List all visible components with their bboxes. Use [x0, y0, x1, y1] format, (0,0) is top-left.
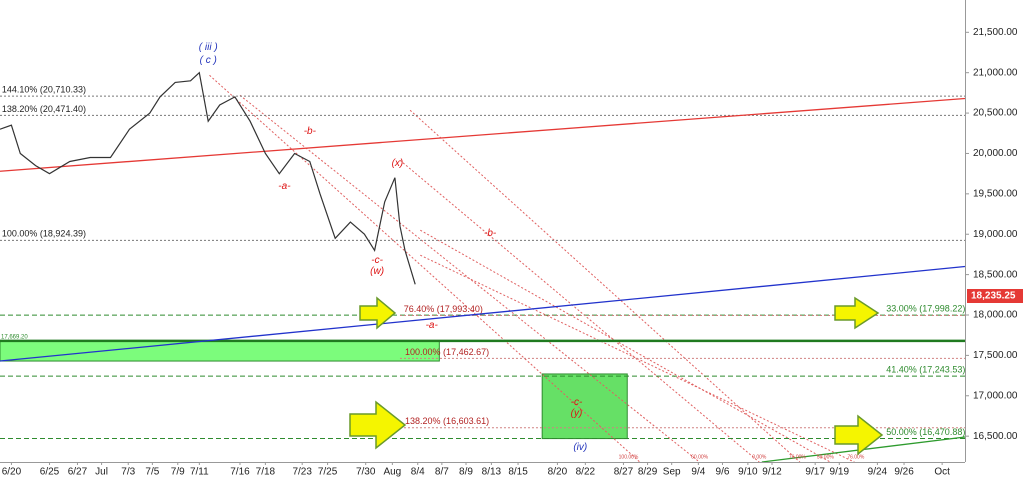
x-tick-label: 7/5: [145, 467, 159, 478]
x-tick-label: 7/3: [121, 467, 135, 478]
fan-line: [239, 94, 700, 463]
wave-label: (x): [392, 158, 404, 169]
x-tick-label: 9/19: [830, 467, 850, 478]
wave-label: -c-: [371, 255, 383, 266]
x-tick-label: 8/4: [411, 467, 425, 478]
wave-label: -a-: [426, 320, 439, 331]
arrow: [349, 400, 407, 450]
x-tick-label: 8/9: [459, 467, 473, 478]
fib-time-label: 76.00%: [847, 454, 865, 460]
level-label: 100.00% (18,924.39): [2, 229, 86, 239]
x-tick-label: 7/18: [256, 467, 276, 478]
fib-time-label: 0.00%: [752, 454, 767, 460]
wave-label: -c-: [571, 397, 583, 408]
level-label: 41.40% (17,243.53): [886, 364, 965, 374]
x-tick-label: 8/29: [638, 467, 658, 478]
level-label: 76.40% (17,993.40): [404, 304, 483, 314]
x-tick-label: 7/16: [230, 467, 250, 478]
arrow: [834, 414, 884, 456]
wave-label: (y): [571, 408, 583, 419]
wave-label: (iv): [573, 442, 587, 453]
x-tick-label: Oct: [934, 467, 950, 478]
x-tick-label: 6/25: [40, 467, 60, 478]
level-label: 100.00% (17,462.67): [405, 347, 489, 357]
wave-label: (w): [370, 266, 384, 277]
x-tick-label: 7/25: [318, 467, 338, 478]
y-tick-label: 21,500.00: [973, 27, 1018, 38]
wave-label: -b-: [304, 126, 317, 137]
level-label: 33.00% (17,998.22): [886, 304, 965, 314]
over-layer: [349, 296, 884, 456]
x-tick-label: Jul: [95, 467, 108, 478]
box-label: 17,669.20: [1, 334, 28, 340]
x-tick-label: 9/6: [716, 467, 730, 478]
trend-line: [0, 265, 966, 362]
fan-line: [409, 109, 801, 463]
x-tick-label: Aug: [383, 467, 401, 478]
y-tick-label: 16,500.00: [973, 431, 1018, 442]
y-tick-label: 20,000.00: [973, 148, 1018, 159]
under-layer: 17,669.20 144.10% (20,710.33) 138.20% (20,…: [0, 42, 966, 463]
wave-label: ( iii ): [199, 42, 218, 53]
last-price-box: [967, 288, 1023, 303]
x-tick-label: 9/24: [868, 467, 888, 478]
fib-time-label: 50.00%: [817, 454, 835, 460]
y-tick-label: 18,000.00: [973, 310, 1018, 321]
x-tick-label: 7/30: [356, 467, 376, 478]
x-tick-label: 9/4: [691, 467, 705, 478]
x-tick-label: 8/22: [576, 467, 596, 478]
wave-label: -b-: [484, 228, 497, 239]
level-label: 144.10% (20,710.33): [2, 84, 86, 94]
level-label: 138.20% (20,471.40): [2, 104, 86, 114]
level-label: 138.20% (16,603.61): [405, 416, 489, 426]
x-tick-label: 8/20: [548, 467, 568, 478]
trend-line: [0, 97, 966, 172]
x-tick-label: 7/9: [171, 467, 185, 478]
y-tick-label: 19,500.00: [973, 188, 1018, 199]
x-tick-label: 9/26: [894, 467, 914, 478]
y-tick-label: 19,000.00: [973, 229, 1018, 240]
x-tick-label: 9/10: [738, 467, 758, 478]
y-tick-label: 18,500.00: [973, 269, 1018, 280]
wave-label: ( c ): [200, 55, 217, 66]
x-tick-label: 6/27: [68, 467, 88, 478]
y-tick-label: 21,000.00: [973, 67, 1018, 78]
fib-time-label: 60.00%: [691, 454, 709, 460]
fib-time-label: 100.00%: [619, 454, 639, 460]
x-tick-label: 9/12: [762, 467, 782, 478]
wave-label: -a-: [278, 181, 291, 192]
x-tick-label: 8/13: [482, 467, 502, 478]
x-tick-label: 9/17: [805, 467, 825, 478]
arrow: [359, 296, 397, 330]
y-tick-label: 20,500.00: [973, 108, 1018, 119]
fan-line: [209, 74, 641, 463]
fib-time-label: 76.00%: [789, 454, 807, 460]
fan-line: [420, 229, 831, 463]
x-tick-label: 8/27: [614, 467, 634, 478]
price-line: [0, 71, 416, 285]
y-tick-label: 17,000.00: [973, 390, 1018, 401]
x-tick-label: Sep: [663, 467, 681, 478]
arrow: [834, 296, 880, 330]
x-tick-label: 7/11: [190, 467, 209, 478]
zone-box: [541, 373, 628, 440]
zone-box: [0, 340, 440, 362]
x-tick-label: 8/15: [508, 467, 528, 478]
x-tick-label: 7/23: [292, 467, 312, 478]
level-label: 50.00% (16,470.88): [886, 427, 965, 437]
y-tick-label: 17,500.00: [973, 350, 1018, 361]
x-tick-label: 6/20: [2, 467, 22, 478]
last-price-label: 18,235.25: [971, 291, 1016, 302]
x-tick-label: 8/7: [435, 467, 449, 478]
